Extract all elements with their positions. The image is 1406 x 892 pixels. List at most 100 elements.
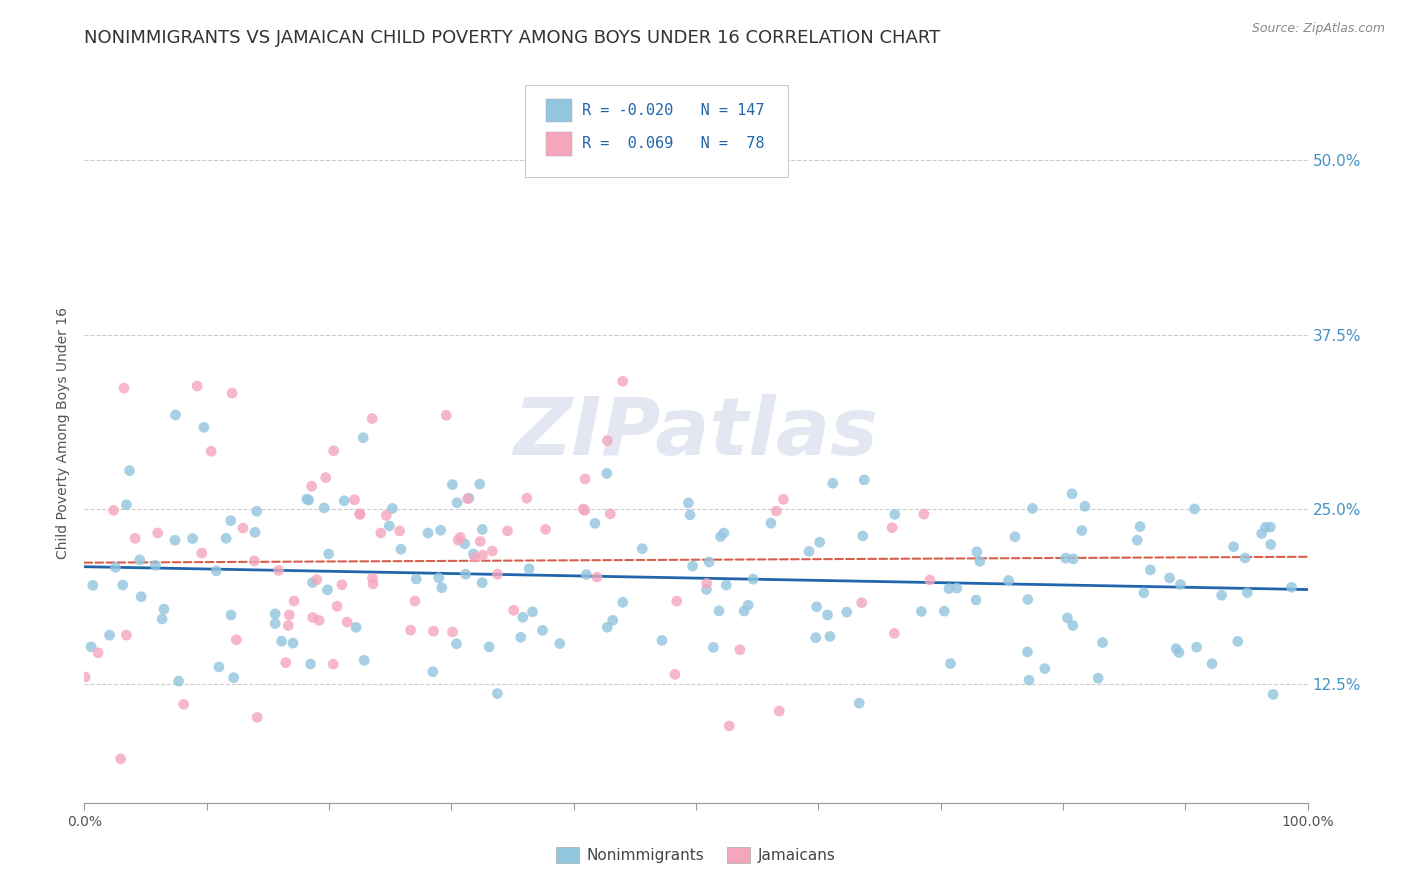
Point	[246, 504, 269, 518]
Point	[1021, 501, 1043, 516]
Point	[370, 526, 392, 541]
Point	[1250, 526, 1272, 541]
Point	[1060, 487, 1083, 501]
Point	[596, 434, 619, 448]
Point	[193, 420, 215, 434]
Point	[128, 553, 150, 567]
Point	[219, 514, 242, 528]
Point	[1004, 530, 1026, 544]
Point	[112, 381, 135, 395]
Point	[243, 525, 266, 540]
Point	[1074, 500, 1097, 514]
Text: NONIMMIGRANTS VS JAMAICAN CHILD POVERTY AMONG BOYS UNDER 16 CORRELATION CHART: NONIMMIGRANTS VS JAMAICAN CHILD POVERTY …	[84, 29, 941, 47]
Point	[353, 653, 375, 667]
Point	[702, 640, 724, 655]
Point	[446, 637, 468, 651]
Point	[1260, 537, 1282, 551]
Point	[509, 630, 531, 644]
Point	[434, 409, 457, 423]
Point	[446, 496, 468, 510]
Point	[534, 522, 557, 536]
Point	[422, 665, 444, 679]
Point	[612, 375, 634, 389]
Point	[471, 548, 494, 562]
Point	[848, 696, 870, 710]
Point	[882, 521, 904, 535]
Point	[314, 500, 336, 515]
Point	[163, 533, 186, 548]
Point	[1017, 592, 1039, 607]
Point	[768, 704, 790, 718]
Point	[709, 530, 731, 544]
Point	[243, 554, 266, 568]
Point	[405, 572, 427, 586]
Point	[1062, 618, 1084, 632]
Point	[1226, 634, 1249, 648]
Point	[181, 532, 204, 546]
Point	[115, 498, 138, 512]
Point	[596, 467, 619, 481]
Point	[468, 477, 491, 491]
Point	[883, 508, 905, 522]
FancyBboxPatch shape	[546, 132, 572, 156]
Point	[599, 507, 621, 521]
Point	[330, 578, 353, 592]
Point	[486, 687, 509, 701]
Point	[221, 386, 243, 401]
Point	[267, 564, 290, 578]
Point	[118, 464, 141, 478]
Point	[1033, 662, 1056, 676]
Point	[696, 576, 718, 591]
Point	[150, 612, 173, 626]
Point	[200, 444, 222, 458]
Point	[246, 710, 269, 724]
Point	[301, 479, 323, 493]
Point	[278, 607, 301, 622]
Point	[449, 530, 471, 544]
Point	[575, 567, 598, 582]
Point	[215, 531, 238, 545]
Point	[572, 502, 595, 516]
Point	[910, 604, 932, 618]
Point	[938, 582, 960, 596]
Point	[797, 544, 820, 558]
Point	[1126, 533, 1149, 548]
Point	[697, 555, 720, 569]
Text: Source: ZipAtlas.com: Source: ZipAtlas.com	[1251, 22, 1385, 36]
Point	[326, 599, 349, 614]
Point	[430, 581, 453, 595]
Point	[716, 578, 738, 592]
Point	[596, 620, 619, 634]
Point	[274, 656, 297, 670]
Point	[343, 492, 366, 507]
Point	[966, 545, 988, 559]
Point	[883, 626, 905, 640]
Point	[481, 544, 503, 558]
Point	[969, 554, 991, 568]
Point	[322, 657, 344, 672]
Point	[602, 613, 624, 627]
Point	[1184, 502, 1206, 516]
Point	[322, 443, 344, 458]
Point	[1166, 641, 1188, 656]
Point	[378, 519, 401, 533]
Point	[965, 593, 987, 607]
Point	[742, 572, 765, 586]
Point	[429, 523, 451, 537]
Point	[336, 615, 359, 629]
Y-axis label: Child Poverty Among Boys Under 16: Child Poverty Among Boys Under 16	[56, 307, 70, 558]
Point	[718, 719, 741, 733]
Point	[502, 603, 524, 617]
Point	[222, 671, 245, 685]
Point	[912, 507, 935, 521]
Point	[115, 628, 138, 642]
Point	[1139, 563, 1161, 577]
Point	[270, 634, 292, 648]
Point	[167, 674, 190, 689]
Point	[205, 564, 228, 578]
Point	[707, 604, 730, 618]
Point	[1054, 551, 1077, 566]
Point	[299, 657, 322, 671]
Point	[631, 541, 654, 556]
Point	[665, 594, 688, 608]
